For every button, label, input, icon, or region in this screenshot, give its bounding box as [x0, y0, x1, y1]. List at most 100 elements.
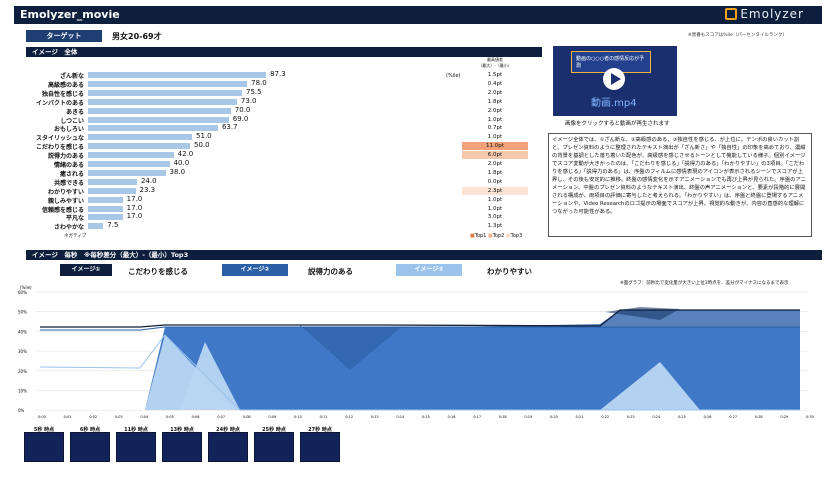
video-banner-text: 動画の○○○者の感情反応が予測	[576, 56, 645, 69]
row-bar	[88, 152, 174, 159]
thumb-label: 5秒 時点	[33, 427, 55, 433]
chart-unit: (%ile)	[20, 285, 32, 290]
row-value: 17.0	[126, 194, 143, 203]
x-tick-label: 0:01	[64, 415, 72, 419]
thumb-label: 6秒 時点	[79, 427, 101, 433]
row-diff: 1.8pt	[487, 98, 503, 105]
row-bar	[88, 161, 170, 167]
row-label: 共感できる	[54, 179, 84, 187]
row-label: 親しみやすい	[47, 197, 84, 205]
row-label: おもしろい	[53, 126, 84, 134]
x-tick-label: 0:08	[243, 415, 251, 419]
row-label: 高級感のある	[47, 81, 84, 89]
app-header: Emolyzer_movie Emolyzer	[14, 6, 822, 24]
rank-legend: ■Top1 ■Top2 ■Top3	[470, 233, 523, 239]
row-bar	[88, 80, 248, 87]
x-tick-label: 0:10	[294, 415, 302, 419]
row-value: 40.0	[173, 159, 190, 167]
thumb-label: 11秒 時点	[124, 427, 148, 433]
row-label: あきる	[66, 108, 84, 116]
negative-label: ネガティブ	[64, 234, 87, 239]
x-tick-label: 0:09	[268, 415, 276, 419]
y-tick-label: 50%	[18, 310, 27, 315]
x-tick-label: 0:14	[396, 415, 405, 419]
frame-thumbnail[interactable]	[208, 432, 248, 462]
row-bar	[88, 196, 123, 203]
row-diff: 11.0pt	[462, 142, 528, 151]
row-label: 独自性を感じる	[41, 90, 84, 98]
frame-thumbnail[interactable]	[116, 432, 156, 462]
legend-top2: Top2	[492, 233, 505, 239]
x-tick-label: 0:23	[627, 415, 635, 419]
thumb-label: 25秒 時点	[262, 427, 286, 433]
y-tick-label: 60%	[18, 290, 27, 295]
row-diff: 0.4pt	[487, 80, 503, 87]
frame-thumbnail[interactable]	[300, 432, 340, 462]
row-diff: 1.3pt	[487, 223, 503, 230]
x-tick-label: 0:30	[806, 415, 814, 419]
row-bar	[88, 169, 166, 176]
row-label: しつこい	[60, 117, 84, 125]
row-diff: 0.7pt	[487, 125, 503, 132]
video-thumbnail[interactable]: 動画の○○○者の感情反応が予測 動画.mp4	[553, 46, 677, 116]
row-diff: 1.8pt	[487, 169, 503, 176]
pill-image1-label: こだわりを感じる	[128, 267, 188, 276]
thumb-label: 24秒 時点	[216, 427, 240, 433]
analysis-description: イメージ全体では、①ざん新な、②高級感のある、③独自性を感じる、が上位に。テンポ…	[548, 133, 812, 237]
row-bar	[88, 107, 231, 114]
row-value: 42.0	[177, 150, 194, 159]
x-axis: 0:00 0:01 0:02 0:03 0:04 0:05 0:06 0:07 0:08 0:09…	[38, 415, 814, 419]
line-image1	[40, 309, 800, 328]
video-filename: 動画.mp4	[591, 98, 637, 109]
row-label: 信頼感を感じる	[41, 206, 84, 214]
x-tick-label: 0:06	[192, 415, 200, 419]
x-tick-label: 0:17	[473, 415, 481, 419]
row-label: 癒される	[59, 170, 84, 178]
row-bar	[88, 72, 267, 78]
timeline-note: ※面グラフ：前秒比で変化量が大きい上位3時点を、差分がマイナスになるまで表示	[620, 281, 789, 286]
percentile-note: ※黒番もスコアは%ile（パーセンタイルランク）	[688, 33, 787, 38]
x-tick-label: 0:24	[652, 415, 661, 419]
x-tick-label: 0:15	[422, 415, 430, 419]
y-tick-label: 10%	[18, 389, 27, 394]
play-triangle-icon	[611, 73, 621, 85]
row-value: 23.3	[139, 185, 156, 194]
frame-thumbnail[interactable]	[70, 432, 110, 462]
row-value: 78.0	[251, 78, 267, 87]
pill-image2: イメージ②	[222, 264, 288, 276]
y-tick-label: 20%	[18, 369, 27, 374]
target-value: 男女20-69才	[112, 32, 162, 41]
row-diff: 1.0pt	[487, 196, 503, 203]
x-tick-label: 0:16	[448, 415, 456, 419]
row-value: 51.0	[196, 132, 212, 141]
row-label: さわやかな	[53, 224, 84, 232]
row-diff: 1.5pt	[487, 72, 503, 78]
x-tick-label: 0:00	[38, 415, 46, 419]
row-diff: 3.0pt	[487, 214, 503, 221]
row-label: 説得力のある	[47, 153, 84, 161]
row-bar	[88, 187, 136, 194]
row-value: 87.3	[270, 70, 286, 78]
app-title: Emolyzer_movie	[20, 8, 120, 21]
y-tick-label: 0%	[18, 408, 25, 413]
x-tick-label: 0:18	[499, 415, 507, 419]
row-value: 75.5	[246, 87, 262, 96]
diff-header: 最高値差 （最大）-（最小）	[478, 57, 512, 68]
video-caption: 画像をクリックすると動画が再生されます	[565, 121, 670, 127]
frame-thumbnail[interactable]	[162, 432, 202, 462]
row-diff: 2.0pt	[487, 161, 503, 167]
x-tick-label: 0:12	[345, 415, 353, 419]
x-tick-label: 0:13	[371, 415, 379, 419]
legend-top3: Top3	[510, 233, 523, 239]
row-bar	[88, 98, 237, 105]
x-tick-label: 0:25	[678, 415, 686, 419]
row-diff: 1.0pt	[487, 116, 503, 123]
frame-thumbnail[interactable]	[254, 432, 294, 462]
row-value: 63.7	[221, 123, 238, 132]
frame-thumbnail[interactable]	[24, 432, 64, 462]
x-tick-label: 0:02	[89, 415, 97, 419]
row-value: 38.0	[169, 167, 186, 176]
x-tick-label: 0:04	[140, 415, 149, 419]
row-diff: 2.3pt	[462, 186, 528, 195]
row-value: 69.0	[232, 114, 249, 123]
